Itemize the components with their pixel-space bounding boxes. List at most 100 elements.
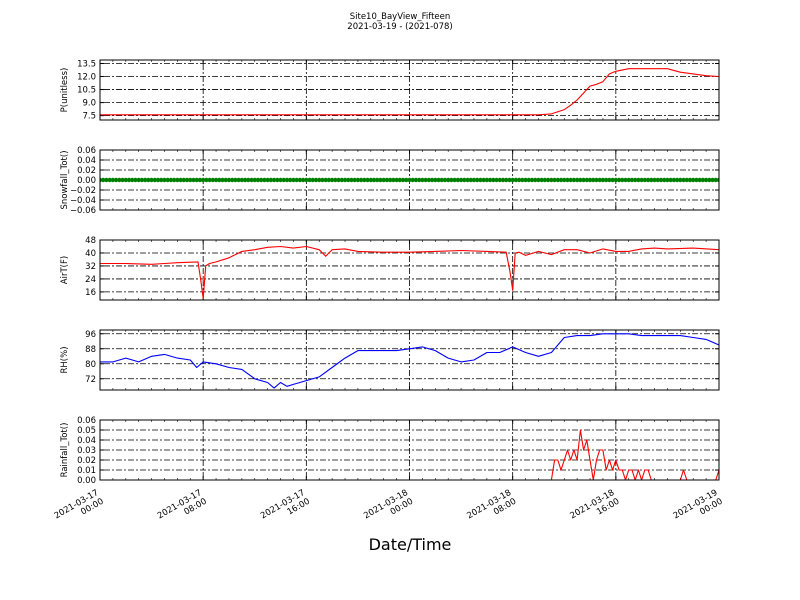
panel-1: 7.5 9.0 10.5 12.0 13.5 P(unitless)	[60, 59, 720, 122]
data-point	[674, 177, 680, 183]
data-point	[713, 177, 718, 183]
data-point	[684, 177, 689, 183]
data-point	[155, 177, 161, 183]
y-tick-label: 16	[85, 288, 96, 298]
data-point	[288, 177, 293, 183]
data-point	[562, 177, 567, 183]
data-point	[545, 177, 551, 183]
y-axis-label: AirT(F)	[60, 256, 70, 284]
data-point	[710, 177, 715, 183]
data-point	[616, 177, 622, 183]
data-point	[632, 177, 638, 183]
y-tick-label: 0.02	[77, 456, 96, 466]
data-point	[433, 177, 438, 183]
data-point	[587, 177, 593, 183]
data-point	[536, 177, 541, 183]
data-point	[578, 177, 583, 183]
data-point	[678, 177, 683, 183]
data-point	[558, 177, 564, 183]
data-point	[255, 177, 261, 183]
data-point	[362, 177, 367, 183]
data-point	[436, 177, 441, 183]
data-point	[339, 177, 344, 183]
data-point	[420, 177, 425, 183]
data-point	[265, 177, 270, 183]
data-point	[542, 177, 548, 183]
data-point	[175, 177, 180, 183]
data-point	[149, 177, 154, 183]
data-point	[694, 177, 699, 183]
data-point	[687, 177, 693, 183]
data-point	[168, 177, 174, 183]
data-point	[458, 177, 464, 183]
y-tick-label: 0.00	[77, 476, 96, 486]
data-point	[507, 177, 512, 183]
data-point	[642, 177, 648, 183]
data-point	[475, 177, 480, 183]
data-point	[526, 177, 531, 183]
data-point	[336, 177, 341, 183]
y-tick-label: 32	[85, 262, 96, 272]
data-point	[130, 177, 135, 183]
data-point	[513, 177, 519, 183]
data-point	[516, 177, 522, 183]
data-point	[426, 177, 432, 183]
series-line	[100, 68, 719, 116]
data-point	[139, 177, 145, 183]
data-point	[607, 177, 612, 183]
y-tick-label: 40	[85, 249, 96, 259]
data-point	[636, 177, 641, 183]
data-point	[381, 177, 386, 183]
x-tick-label: 2021-03-1700:00	[53, 488, 106, 530]
y-axis-label: Snowfall_Tot()	[60, 150, 70, 209]
y-tick-label: 80	[85, 360, 96, 370]
chart-subtitle: 2021-03-19 - (2021-078)	[347, 22, 452, 32]
chart-title: Site10_BayView_Fifteen	[350, 12, 451, 22]
data-point	[626, 177, 631, 183]
data-point	[300, 177, 306, 183]
data-point	[445, 177, 451, 183]
y-tick-label: 0.04	[77, 436, 96, 446]
data-point	[104, 177, 109, 183]
y-tick-label: 72	[85, 375, 96, 385]
y-tick-label: 0.02	[77, 166, 96, 176]
x-axis-label: Date/Time	[369, 535, 452, 554]
panel-frame	[99, 329, 720, 391]
data-point	[229, 177, 235, 183]
data-point	[246, 177, 251, 183]
series-line	[100, 333, 719, 389]
y-tick-label: −0.04	[70, 196, 96, 206]
data-point	[375, 177, 380, 183]
y-tick-label: 0.06	[77, 146, 96, 156]
panel-2: −0.06−0.04−0.020.000.020.040.06 Snowfall_…	[60, 146, 720, 216]
data-point	[574, 177, 580, 183]
data-point	[152, 177, 158, 183]
x-tick-label: 2021-03-1716:00	[259, 488, 312, 530]
data-point	[239, 177, 245, 183]
data-point	[639, 177, 644, 183]
data-point	[159, 177, 164, 183]
data-point	[297, 177, 303, 183]
data-point	[291, 177, 296, 183]
data-point	[455, 177, 461, 183]
data-point	[197, 177, 203, 183]
data-point	[397, 177, 403, 183]
data-point	[194, 177, 199, 183]
data-point	[716, 177, 719, 183]
data-point	[494, 177, 499, 183]
data-point	[281, 177, 286, 183]
y-tick-label: 96	[85, 330, 96, 340]
data-point	[565, 177, 570, 183]
y-tick-label: 9.0	[82, 99, 96, 109]
y-tick-label: 24	[85, 275, 96, 285]
data-point	[313, 177, 319, 183]
data-point	[346, 177, 351, 183]
data-point	[252, 177, 257, 183]
data-point	[207, 177, 212, 183]
data-point	[658, 177, 664, 183]
data-point	[126, 177, 132, 183]
data-point	[491, 177, 496, 183]
data-point	[620, 177, 625, 183]
y-tick-label: 48	[85, 236, 96, 246]
data-point	[697, 177, 702, 183]
